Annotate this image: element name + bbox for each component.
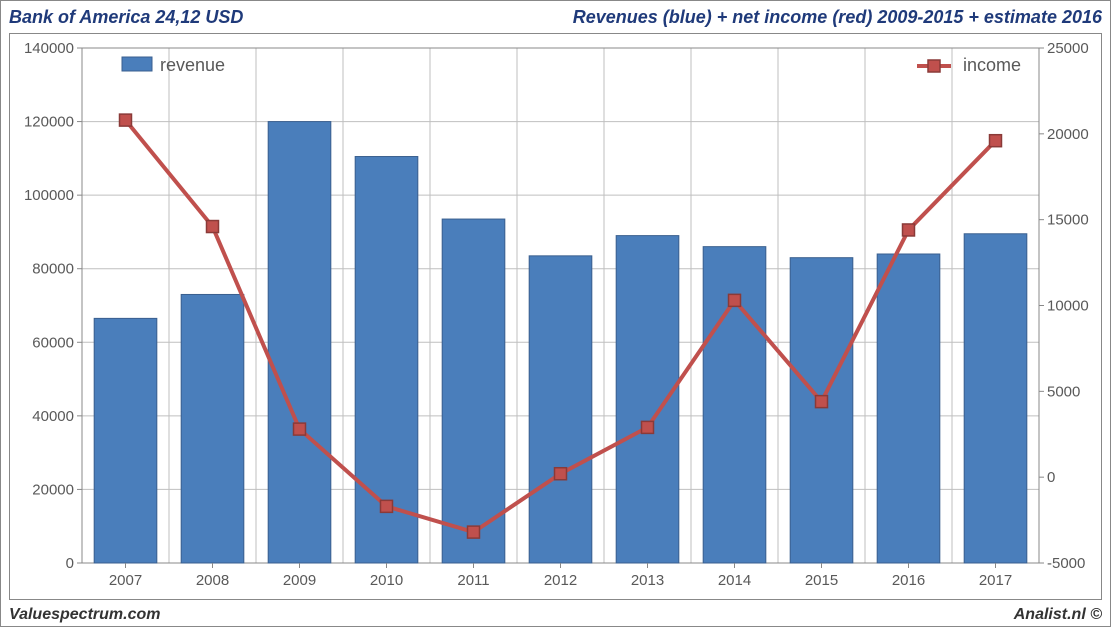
x-label: 2009 (283, 572, 316, 589)
revenue-bar (94, 318, 157, 563)
income-marker (816, 396, 828, 408)
revenue-bar (442, 219, 505, 563)
title-left: Bank of America 24,12 USD (9, 7, 243, 28)
chart-footer: Valuespectrum.com Analist.nl © (9, 606, 1102, 624)
x-label: 2012 (544, 572, 577, 589)
income-marker (642, 421, 654, 433)
y-left-label: 140000 (24, 40, 74, 57)
y-right-label: -5000 (1047, 555, 1085, 572)
income-marker (381, 500, 393, 512)
y-left-label: 100000 (24, 187, 74, 204)
title-right: Revenues (blue) + net income (red) 2009-… (573, 7, 1102, 28)
y-right-label: 25000 (1047, 40, 1089, 57)
income-marker (555, 468, 567, 480)
income-marker (990, 135, 1002, 147)
x-label: 2008 (196, 572, 229, 589)
x-label: 2007 (109, 572, 142, 589)
revenue-bar (529, 256, 592, 563)
y-left-label: 80000 (32, 261, 74, 278)
footer-right: Analist.nl © (1014, 606, 1102, 624)
income-marker (729, 294, 741, 306)
revenue-bar (616, 236, 679, 563)
income-marker (120, 114, 132, 126)
income-marker (468, 526, 480, 538)
income-marker (294, 423, 306, 435)
y-left-label: 120000 (24, 114, 74, 131)
y-left-label: 40000 (32, 408, 74, 425)
footer-left: Valuespectrum.com (9, 606, 160, 624)
y-left-label: 60000 (32, 334, 74, 351)
x-label: 2015 (805, 572, 838, 589)
y-left-label: 0 (66, 555, 74, 572)
income-marker (903, 224, 915, 236)
x-label: 2016 (892, 572, 925, 589)
x-label: 2014 (718, 572, 751, 589)
legend-revenue-swatch (122, 57, 152, 71)
revenue-bar (877, 254, 940, 563)
plot-area: 020000400006000080000100000120000140000-… (9, 33, 1102, 600)
chart-container: Bank of America 24,12 USD Revenues (blue… (0, 0, 1111, 627)
chart-header: Bank of America 24,12 USD Revenues (blue… (9, 5, 1102, 29)
income-marker (207, 221, 219, 233)
legend-income-marker (928, 60, 940, 72)
revenue-bar (790, 258, 853, 563)
revenue-bar (964, 234, 1027, 563)
legend-income-label: income (963, 55, 1021, 75)
legend-revenue-label: revenue (160, 55, 225, 75)
y-right-label: 20000 (1047, 126, 1089, 143)
y-right-label: 10000 (1047, 298, 1089, 315)
y-right-label: 15000 (1047, 212, 1089, 229)
revenue-bar (268, 122, 331, 563)
y-right-label: 5000 (1047, 383, 1080, 400)
x-label: 2011 (457, 572, 489, 589)
x-label: 2017 (979, 572, 1012, 589)
revenue-bar (181, 294, 244, 563)
y-right-label: 0 (1047, 469, 1055, 486)
y-left-label: 20000 (32, 481, 74, 498)
x-label: 2010 (370, 572, 403, 589)
chart-svg: 020000400006000080000100000120000140000-… (10, 34, 1101, 599)
x-label: 2013 (631, 572, 664, 589)
